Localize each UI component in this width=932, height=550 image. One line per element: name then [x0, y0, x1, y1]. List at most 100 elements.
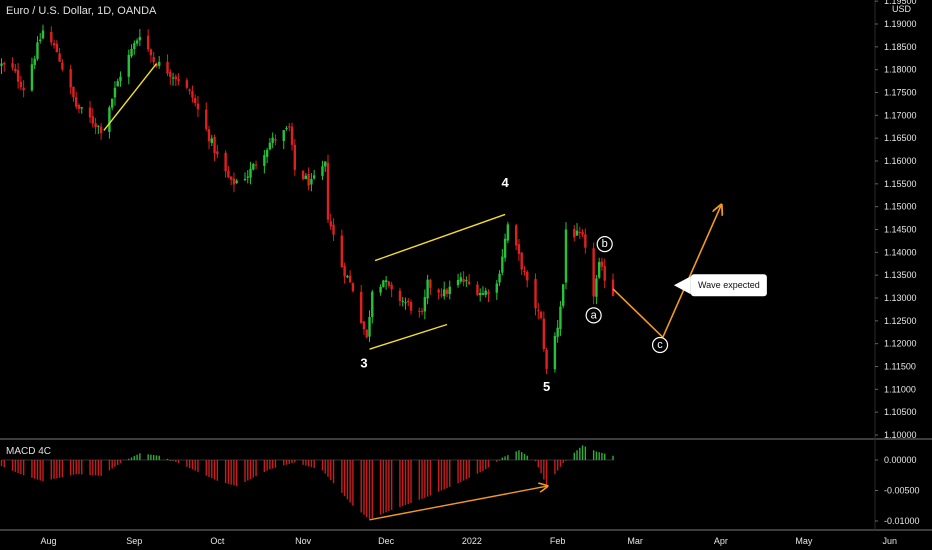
candle: [80, 107, 83, 109]
candle: [216, 151, 219, 155]
macd-bar: [543, 460, 545, 480]
macd-bar: [42, 460, 44, 482]
macd-bar: [487, 460, 490, 468]
macd-bar: [581, 445, 584, 460]
candle: [235, 180, 238, 184]
candle: [110, 98, 114, 108]
candle: [36, 42, 39, 59]
macd-bar: [172, 460, 174, 461]
candle: [271, 137, 274, 143]
candle: [224, 152, 227, 172]
macd-bar: [11, 460, 14, 471]
candle: [443, 289, 446, 297]
macd-bar: [235, 460, 238, 487]
candle: [119, 76, 122, 82]
candle: [94, 123, 97, 128]
candle: [556, 327, 559, 337]
candle: [340, 235, 344, 268]
macd-bar: [285, 460, 288, 465]
macd-bar: [426, 460, 429, 497]
macd-trendline: [369, 486, 547, 521]
candle: [539, 311, 543, 319]
macd-bar: [576, 450, 578, 460]
macd-bar: [39, 460, 41, 481]
macd-bar: [78, 460, 80, 475]
candle: [210, 138, 213, 143]
macd-bar: [22, 460, 25, 476]
macd-bar: [288, 460, 290, 464]
macd-bar: [20, 460, 22, 475]
candle: [3, 62, 6, 65]
macd-bar: [224, 460, 227, 484]
candle: [288, 126, 291, 128]
callout-pointer: [673, 276, 691, 295]
macd-bar: [53, 460, 55, 479]
channel-line: [103, 63, 158, 131]
candle: [312, 175, 316, 179]
macd-bar: [305, 460, 307, 466]
macd-bar: [518, 450, 520, 460]
macd-bar: [17, 460, 19, 473]
candle: [307, 173, 310, 186]
macd-bar: [34, 460, 36, 479]
candle: [523, 270, 526, 273]
macd-bar: [343, 460, 346, 497]
macd-bar: [556, 460, 559, 471]
candle: [423, 297, 427, 312]
candle: [152, 57, 155, 63]
macd-bar: [515, 451, 517, 460]
price-tick-label: 1.13500: [884, 270, 917, 280]
candle: [420, 310, 424, 312]
candle: [268, 142, 272, 150]
macd-bar: [128, 458, 130, 460]
macd-bar: [230, 460, 232, 485]
currency-label: USD: [892, 4, 912, 14]
candle: [562, 284, 565, 306]
macd-bar: [186, 460, 188, 467]
macd-bar: [341, 460, 343, 493]
macd-bar: [119, 460, 122, 464]
macd-bar: [424, 460, 426, 498]
candle: [592, 248, 595, 297]
macd-bar: [443, 460, 445, 490]
candle: [365, 329, 368, 338]
macd-bar: [540, 460, 542, 474]
candle: [55, 43, 59, 53]
price-tick-label: 1.19500: [884, 0, 917, 6]
macd-bar: [152, 455, 155, 460]
macd-bar: [579, 447, 581, 460]
macd-bar: [191, 460, 194, 470]
candle: [401, 300, 404, 302]
callout-text: Wave expected: [698, 280, 760, 290]
macd-bar: [371, 460, 373, 519]
macd-bar: [205, 460, 207, 476]
macd-bar: [255, 460, 257, 477]
macd-bar: [58, 460, 61, 478]
candle: [387, 281, 391, 286]
candle: [293, 144, 297, 170]
candle: [348, 275, 352, 283]
price-tick-label: 1.10500: [884, 407, 917, 417]
candle: [478, 293, 482, 296]
macd-bar: [554, 460, 556, 475]
macd-bar: [573, 452, 575, 460]
wave-label: b: [602, 238, 608, 250]
macd-bar: [545, 460, 548, 486]
candle: [146, 35, 150, 50]
candle: [514, 225, 518, 246]
macd-bar: [302, 460, 304, 465]
candle: [229, 176, 233, 180]
macd-bar: [266, 460, 268, 471]
macd-bar: [72, 460, 75, 475]
macd-bar: [418, 460, 421, 500]
price-tick-label: 1.12500: [884, 316, 917, 326]
candle: [254, 164, 258, 166]
macd-bar: [136, 454, 138, 460]
candle: [158, 61, 161, 66]
candle: [418, 310, 421, 312]
macd-bar: [130, 457, 133, 460]
macd-bar: [437, 460, 440, 492]
macd-bar: [97, 460, 100, 476]
candle: [465, 280, 468, 282]
